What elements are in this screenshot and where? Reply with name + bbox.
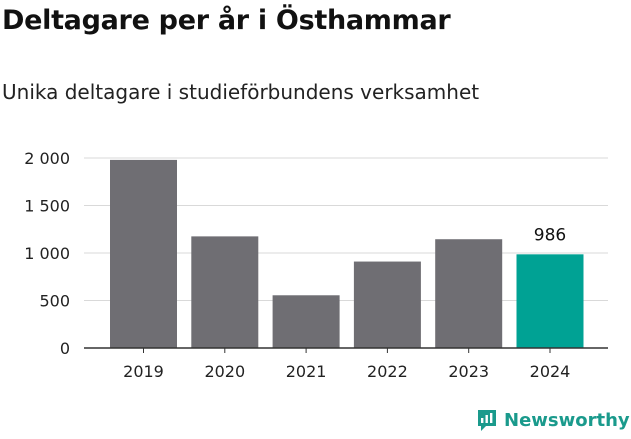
chart-title: Deltagare per år i Östhammar xyxy=(2,5,451,36)
x-tick-label: 2022 xyxy=(367,362,408,381)
y-tick-label: 2 000 xyxy=(24,149,70,168)
bar xyxy=(110,159,177,348)
bar xyxy=(435,239,503,348)
y-tick-label: 500 xyxy=(39,292,70,311)
bar xyxy=(353,261,421,348)
data-label: 986 xyxy=(534,225,566,245)
bar xyxy=(272,295,340,348)
bar xyxy=(191,236,259,348)
chart-subtitle: Unika deltagare i studieförbundens verks… xyxy=(2,80,480,104)
x-tick-label: 2023 xyxy=(448,362,489,381)
y-tick-label: 1 000 xyxy=(24,244,70,263)
bar xyxy=(516,254,584,348)
x-tick-label: 2021 xyxy=(286,362,327,381)
brand-name: Newsworthy xyxy=(504,409,630,431)
x-tick-label: 2019 xyxy=(123,362,164,381)
y-tick-label: 1 500 xyxy=(24,197,70,216)
x-tick-label: 2020 xyxy=(204,362,245,381)
x-tick-label: 2024 xyxy=(530,362,571,381)
brand: Newsworthy xyxy=(476,408,630,432)
newsworthy-logo-icon xyxy=(478,410,496,431)
y-tick-label: 0 xyxy=(60,339,70,358)
